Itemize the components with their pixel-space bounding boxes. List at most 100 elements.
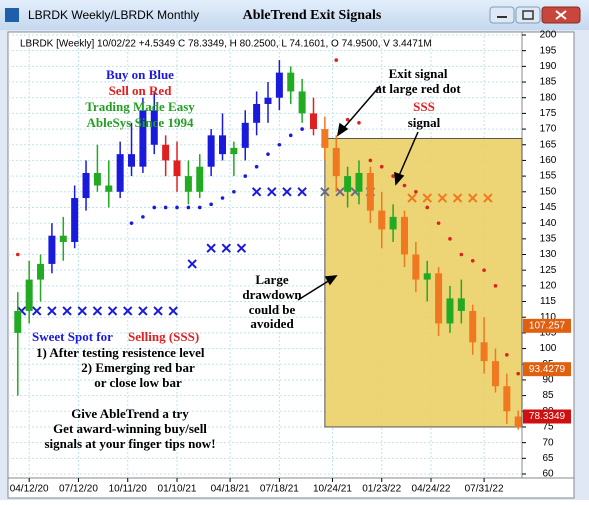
candle-body: [298, 91, 306, 114]
y-tick-label: 90: [542, 375, 554, 386]
stop-dot: [448, 237, 452, 241]
stop-dot: [368, 158, 373, 163]
candle-body: [491, 361, 499, 387]
note: AbleSys Since 1994: [87, 115, 194, 130]
stop-dot: [436, 221, 441, 225]
stop-dot: [505, 353, 509, 357]
candle-body: [82, 172, 90, 199]
stop-dot: [493, 284, 498, 288]
x-marker: [251, 187, 262, 197]
y-tick-label: 70: [542, 437, 554, 448]
y-tick-label: 200: [540, 30, 557, 41]
candle-body: [366, 172, 374, 211]
x-marker: [92, 306, 103, 316]
x-tick-label: 07/12/20: [59, 484, 98, 495]
candle-body: [446, 298, 454, 324]
y-tick-label: 145: [540, 202, 557, 213]
y-tick-label: 150: [540, 186, 557, 197]
info-line: LBRDK [Weekly] 10/02/22 +4.5349 C 78.334…: [20, 39, 432, 50]
x-marker: [422, 193, 432, 203]
x-marker: [407, 193, 417, 203]
note: 2) Emerging red bar: [81, 360, 195, 375]
marks: 107.257 93.4279 78.3349: [14, 58, 571, 430]
note: could be: [249, 302, 296, 317]
candle-body: [219, 135, 227, 155]
x-tick-label: 07/31/22: [465, 484, 504, 495]
x-tick-label: 07/18/21: [260, 484, 299, 495]
stop-dot: [186, 205, 191, 210]
y-tick-label: 155: [540, 171, 557, 182]
x-marker: [47, 306, 57, 316]
minimize-button[interactable]: [489, 6, 515, 24]
x-marker: [320, 187, 330, 197]
candle-body: [71, 198, 79, 242]
stop-dot: [414, 189, 418, 194]
x-tick-label: 10/11/20: [109, 484, 148, 495]
x-tick-label: 01/23/22: [362, 484, 401, 495]
x-marker: [297, 187, 307, 197]
stop-dot: [470, 258, 475, 263]
note: SSS: [413, 99, 435, 114]
x-marker: [483, 193, 493, 203]
note: at large red dot: [375, 81, 461, 96]
x-marker: [32, 306, 42, 316]
candle-body: [514, 416, 522, 428]
time-axis: [7, 477, 575, 499]
x-marker: [206, 243, 216, 253]
stop-dot: [334, 58, 339, 62]
x-tick-label: 04/12/20: [10, 484, 49, 495]
y-tick-label: 185: [540, 77, 557, 88]
note: Large: [255, 272, 288, 287]
maximize-button[interactable]: [515, 6, 541, 24]
note: Get award-winning buy/sell: [53, 421, 207, 436]
candle-body: [184, 176, 192, 192]
candle-body: [321, 129, 329, 148]
icon: [522, 10, 534, 20]
y-tick-label: 175: [540, 108, 557, 119]
stop-dot: [175, 205, 179, 210]
note: or close low bar: [94, 375, 182, 390]
candle-body: [105, 185, 113, 192]
x-tick-label: 04/18/21: [211, 484, 250, 495]
candle-body: [457, 298, 465, 311]
stop-dot: [209, 202, 213, 207]
arrow: [341, 85, 381, 131]
y-tick-label: 110: [540, 312, 556, 323]
note: 1) After testing resistence level: [36, 345, 205, 360]
candle-body: [287, 72, 295, 92]
x-marker: [62, 306, 72, 316]
candle-body: [435, 273, 443, 324]
candle-body: [332, 147, 340, 177]
x-tick-label: 10/24/21: [313, 484, 352, 495]
stop-dot: [482, 268, 486, 272]
stop-dot: [15, 252, 20, 257]
y-tick-label: 60: [542, 469, 554, 480]
candle-body: [355, 172, 363, 192]
window-title: LBRDK Weekly/LBRDK Monthly: [28, 8, 199, 22]
stop-dot: [357, 121, 361, 125]
candle-body: [128, 154, 136, 167]
y-tick-label: 75: [542, 422, 554, 433]
candle-body: [264, 97, 272, 104]
candle-body: [207, 135, 215, 167]
stop-dot: [391, 174, 395, 178]
candle-body: [116, 154, 124, 192]
x-marker: [168, 306, 178, 316]
x-marker: [123, 306, 133, 316]
candle-body: [309, 113, 317, 130]
candle-body: [423, 273, 431, 280]
x-marker: [437, 193, 448, 203]
y-tick-label: 125: [540, 265, 557, 276]
icon: [555, 10, 567, 20]
price-tag: [523, 362, 571, 377]
x-marker: [236, 243, 247, 253]
y-tick-label: 85: [542, 390, 554, 401]
stop-dot: [266, 152, 270, 156]
x-marker: [335, 187, 345, 197]
candle-body: [469, 310, 477, 343]
candle-body: [412, 254, 420, 280]
arrowhead: [336, 122, 349, 137]
y-tick-label: 190: [540, 61, 557, 72]
